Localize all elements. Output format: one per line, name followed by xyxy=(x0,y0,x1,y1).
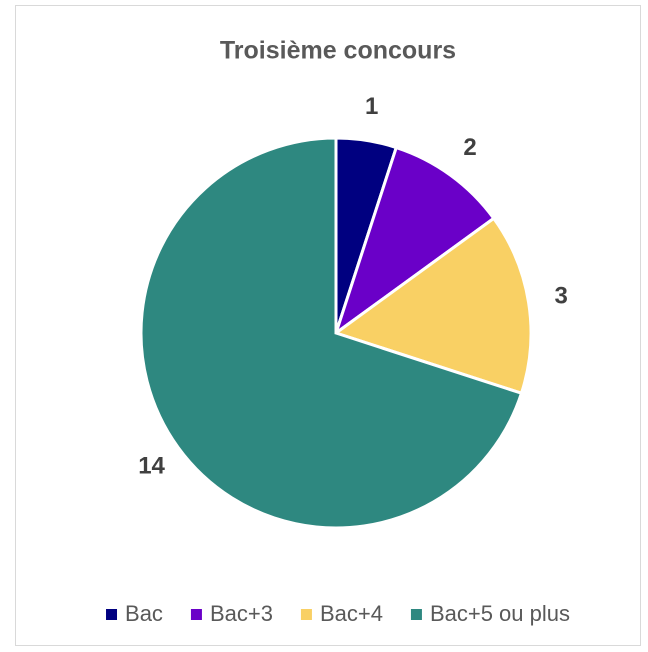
data-label: 14 xyxy=(138,452,165,479)
data-label: 2 xyxy=(463,134,476,161)
chart-title: Troisième concours xyxy=(220,37,456,65)
legend-label: Bac+4 xyxy=(320,601,383,626)
data-label: 1 xyxy=(365,93,378,120)
legend-label: Bac xyxy=(125,601,163,626)
legend-swatch xyxy=(106,609,118,620)
legend-label: Bac+3 xyxy=(210,601,273,626)
pie-slice xyxy=(333,145,496,337)
legend-swatch xyxy=(190,609,202,620)
legend-swatch xyxy=(300,609,312,620)
legend-label: Bac+5 ou plus xyxy=(430,601,570,626)
data-label: 3 xyxy=(555,283,568,310)
pie-slice xyxy=(139,136,524,530)
pie-slice xyxy=(332,216,533,396)
legend-swatch xyxy=(410,609,422,620)
